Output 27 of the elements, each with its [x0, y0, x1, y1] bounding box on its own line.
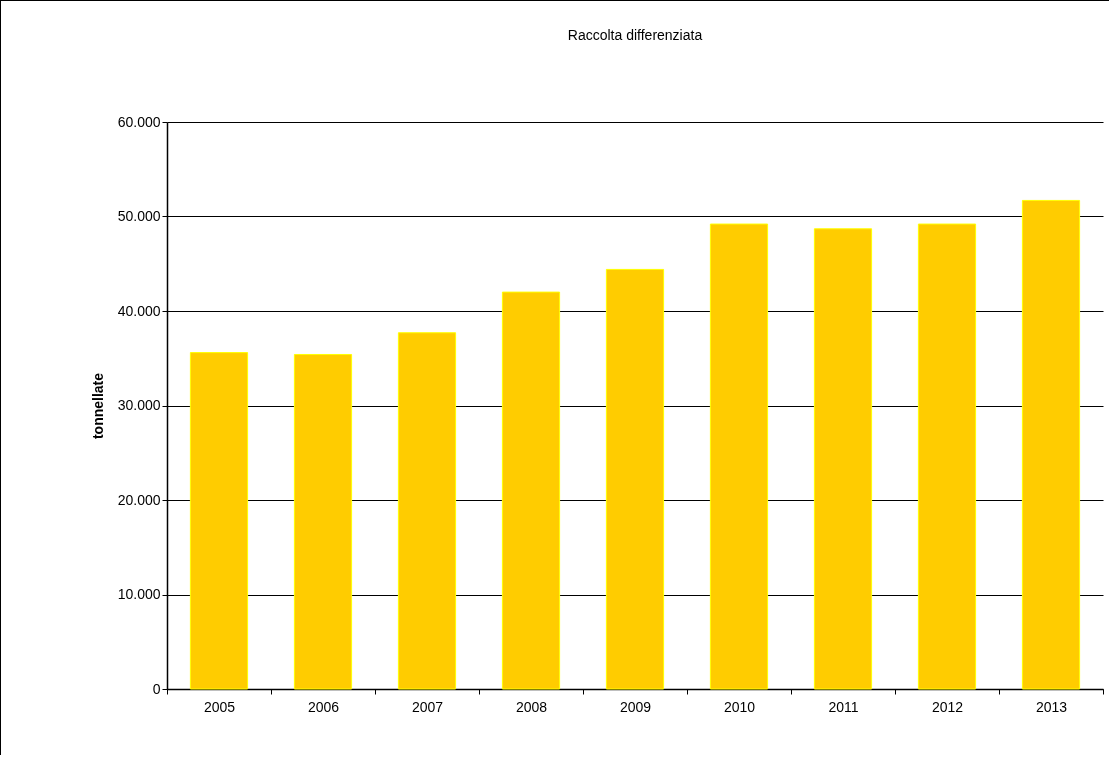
x-tick-label: 2005: [203, 698, 236, 715]
bar: [189, 352, 249, 690]
y-tick-label: 20.000: [117, 491, 161, 508]
x-tick-label: 2009: [619, 698, 652, 715]
x-tick-label: 2011: [828, 698, 859, 715]
x-tick-label: 2012: [931, 698, 964, 715]
x-tick-label: 2007: [411, 698, 444, 715]
bar: [293, 353, 353, 690]
bar: [709, 223, 769, 690]
chart-title: Raccolta differenziata: [567, 27, 703, 43]
bar: [605, 268, 665, 690]
y-tick-label: 60.000: [117, 113, 161, 130]
x-tick-label: 2010: [723, 698, 756, 715]
y-axis-title: tonnellate: [89, 372, 106, 440]
y-tick-label: 50.000: [117, 208, 161, 224]
x-tick-label: 2008: [515, 698, 548, 715]
bar: [501, 291, 561, 690]
x-tick-label: 2006: [307, 698, 340, 715]
y-tick-label: 40.000: [117, 302, 161, 319]
y-tick-label: 10.000: [117, 586, 161, 602]
bar: [813, 228, 873, 690]
bar: [917, 223, 977, 690]
y-tick-label: 0: [152, 680, 161, 697]
bar: [1021, 199, 1081, 690]
x-tick-label: 2013: [1035, 698, 1068, 715]
y-tick-label: 30.000: [117, 397, 161, 413]
bar: [397, 332, 457, 690]
